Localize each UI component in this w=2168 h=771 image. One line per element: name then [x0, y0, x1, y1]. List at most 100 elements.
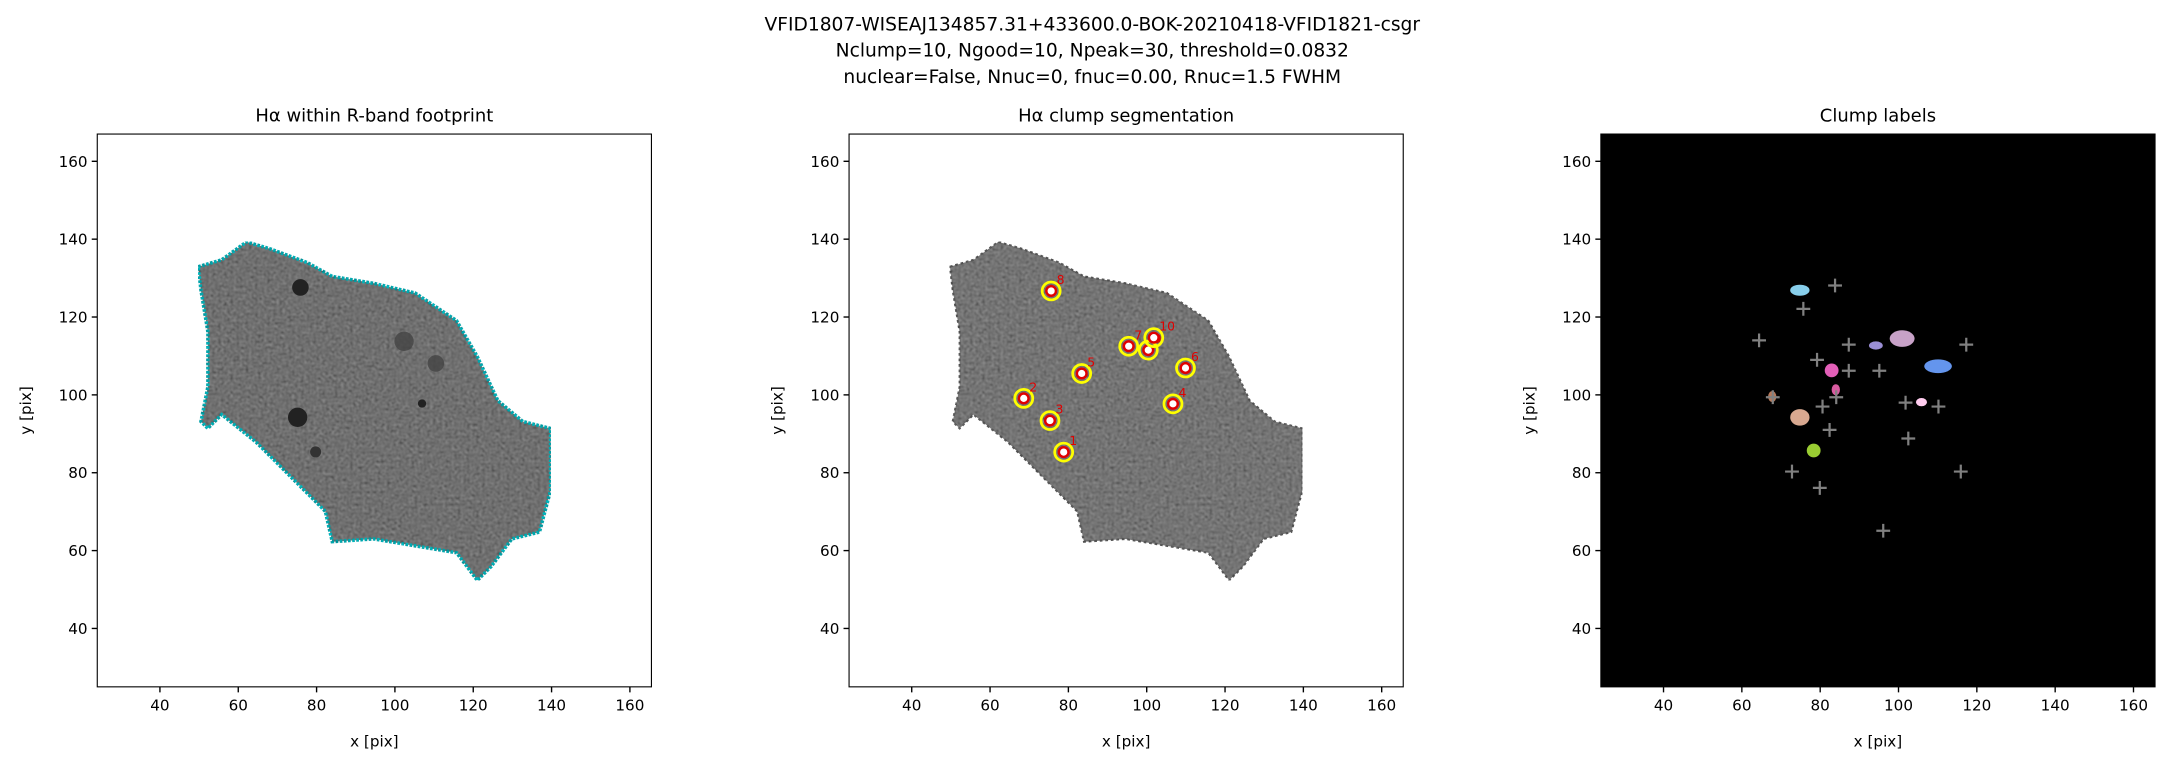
axes-title: Hα within R-band footprint: [255, 106, 493, 127]
clump-contour: [1175, 357, 1196, 379]
peak-marker: [1785, 464, 1799, 479]
y-tick-label: 40: [820, 620, 839, 638]
x-tick-label: 80: [307, 696, 326, 714]
galaxy-image: [196, 240, 553, 583]
y-tick-label: 40: [68, 620, 87, 638]
x-tick-label: 60: [980, 696, 999, 714]
peak-marker: [1752, 333, 1766, 348]
peak-marker: [1796, 301, 1811, 316]
clump-label: 3: [1056, 402, 1064, 417]
clump-marker: [1166, 397, 1180, 410]
clump-label: 8: [1057, 272, 1065, 287]
x-tick-label: 120: [1211, 696, 1240, 714]
clump-label-map: [1768, 284, 1952, 458]
clump-label: 4: [1178, 385, 1186, 400]
axes-title: Hα clump segmentation: [1018, 106, 1234, 127]
y-axis-label: y [pix]: [769, 386, 787, 435]
peak-marker: [1829, 390, 1844, 405]
x-tick-label: 100: [380, 696, 409, 714]
suptitle: Nclump=10, Ngood=10, Npeak=30, threshold…: [836, 41, 1349, 62]
x-tick-label: 40: [902, 696, 921, 714]
clump-label: 1: [1069, 433, 1077, 448]
clump-label: 10: [1159, 319, 1175, 334]
y-tick-label: 140: [59, 231, 88, 249]
peak-marker: [1953, 464, 1968, 479]
clump-label: 6: [1191, 349, 1199, 364]
x-tick-label: 160: [2119, 696, 2148, 714]
x-tick-label: 160: [615, 696, 644, 714]
y-tick-label: 120: [810, 309, 839, 327]
clump-contour: [1118, 335, 1140, 357]
clump-marker: [1017, 392, 1030, 405]
x-tick-label: 80: [1059, 696, 1078, 714]
y-tick-label: 80: [820, 464, 839, 482]
clump-marker: [1122, 340, 1135, 353]
x-tick-label: 100: [1132, 696, 1161, 714]
clump-label: 2: [1029, 379, 1037, 394]
x-tick-label: 80: [1811, 696, 1830, 714]
x-tick-label: 160: [1367, 696, 1396, 714]
clump-marker: [1057, 446, 1070, 459]
clump-label: 5: [1087, 355, 1095, 370]
clump-contour: [1013, 388, 1035, 409]
x-tick-label: 120: [1962, 696, 1991, 714]
suptitle: nuclear=False, Nnuc=0, fnuc=0.00, Rnuc=1…: [843, 67, 1341, 88]
clump-contour: [1039, 410, 1061, 431]
y-tick-label: 100: [1562, 386, 1591, 404]
peak-marker: [1841, 363, 1856, 378]
y-axis-label: y [pix]: [17, 386, 35, 435]
clump-contour: [1040, 280, 1062, 302]
axes-frame: [848, 133, 1404, 688]
clump-contour: [1137, 339, 1159, 361]
y-tick-label: 60: [68, 542, 87, 560]
x-tick-label: 40: [1654, 696, 1673, 714]
x-tick-label: 120: [459, 696, 488, 714]
peak-marker: [1822, 423, 1837, 437]
clump-contour: [1143, 327, 1165, 349]
plot-background: [1600, 134, 2156, 687]
peak-marker: [1898, 395, 1913, 410]
x-tick-label: 40: [150, 696, 169, 714]
clump-marker: [1045, 284, 1058, 298]
y-tick-label: 40: [1572, 620, 1591, 638]
y-tick-label: 100: [810, 386, 839, 404]
x-axis-label: x [pix]: [1102, 732, 1151, 750]
peak-marker: [1810, 352, 1824, 367]
x-tick-label: 140: [2041, 696, 2070, 714]
peak-marker: [1828, 278, 1842, 293]
y-tick-label: 60: [1572, 542, 1591, 560]
y-tick-label: 160: [59, 153, 88, 171]
x-axis-label: x [pix]: [1854, 732, 1903, 750]
axes-frame: [1600, 133, 2156, 688]
x-tick-label: 60: [229, 696, 248, 714]
y-axis-label: y [pix]: [1521, 386, 1539, 435]
y-tick-label: 120: [59, 309, 88, 327]
clump-contour: [1053, 441, 1075, 463]
clump-contour: [1162, 393, 1184, 415]
clump-marker: [1147, 331, 1160, 344]
peak-marker: [1765, 390, 1780, 405]
peak-marker: [1815, 399, 1830, 414]
peak-marker: [1959, 337, 1974, 352]
clump-marker: [1075, 367, 1088, 380]
peak-marker: [1876, 523, 1891, 538]
x-tick-label: 100: [1884, 696, 1913, 714]
clump-marker: [1043, 414, 1057, 427]
x-tick-label: 140: [537, 696, 566, 714]
y-tick-label: 80: [68, 464, 87, 482]
clump-label: 7: [1134, 327, 1142, 342]
y-tick-label: 160: [810, 153, 839, 171]
y-tick-label: 100: [59, 386, 88, 404]
x-axis-label: x [pix]: [350, 732, 399, 750]
axes-frame: [96, 133, 652, 688]
peak-marker: [1901, 431, 1916, 446]
y-tick-label: 80: [1572, 464, 1591, 482]
clump-contour: [1071, 363, 1093, 384]
axes-title: Clump labels: [1820, 106, 1936, 127]
y-tick-label: 140: [810, 231, 839, 249]
peak-marker: [1841, 337, 1856, 352]
peak-marker: [1931, 399, 1946, 414]
y-tick-label: 140: [1562, 231, 1591, 249]
peak-marker: [1872, 363, 1887, 378]
